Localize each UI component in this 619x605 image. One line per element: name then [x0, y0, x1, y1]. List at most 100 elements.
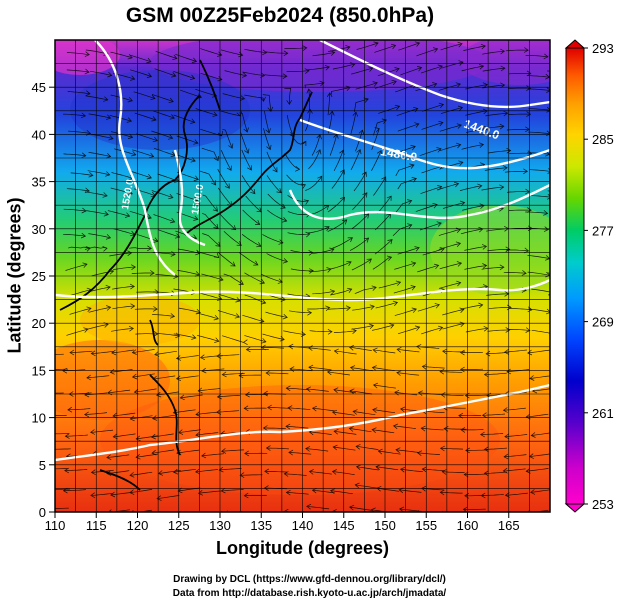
streamline: [486, 351, 509, 355]
streamline: [216, 354, 240, 357]
streamline: [176, 135, 199, 144]
streamline-arrow: [504, 433, 510, 440]
streamline: [333, 330, 357, 333]
streamline: [290, 131, 307, 145]
streamline: [285, 425, 309, 429]
streamline-arrow: [282, 313, 288, 320]
streamline-arrow: [221, 371, 227, 378]
streamline-arrow: [502, 165, 508, 171]
streamline-arrow: [372, 347, 378, 354]
streamline-arrow: [193, 196, 199, 203]
streamline: [481, 266, 504, 270]
streamline: [110, 187, 133, 195]
streamline: [238, 252, 259, 266]
streamline: [312, 52, 335, 57]
streamline-arrow: [278, 239, 284, 245]
streamline: [349, 506, 372, 511]
streamline-arrow: [151, 116, 157, 122]
streamline: [350, 149, 361, 171]
streamline-arrow: [339, 169, 345, 175]
streamline-arrow: [135, 435, 141, 442]
streamline-arrow: [195, 308, 201, 315]
streamline: [311, 134, 321, 156]
streamline: [329, 261, 352, 270]
streamline: [158, 229, 180, 238]
streamline: [153, 214, 175, 223]
streamline-arrow: [152, 136, 158, 143]
streamline-arrow: [483, 371, 489, 378]
streamline-arrow: [90, 492, 96, 499]
streamline-arrow: [371, 427, 377, 433]
streamline-arrow: [394, 67, 400, 73]
streamline-arrow: [265, 128, 271, 134]
streamline-arrow: [221, 448, 227, 454]
streamline-arrow: [303, 199, 310, 205]
streamline-arrow: [107, 71, 113, 78]
streamline: [88, 306, 111, 313]
streamline-arrow: [195, 468, 201, 475]
streamline-arrow: [463, 471, 469, 478]
streamline-arrow: [481, 412, 487, 419]
streamline: [287, 211, 310, 215]
streamline: [287, 232, 310, 235]
streamline-arrow: [394, 104, 401, 111]
streamline-arrow: [407, 223, 413, 229]
streamline-arrow: [330, 50, 336, 56]
streamline-arrow: [85, 90, 91, 97]
streamline: [372, 256, 392, 270]
streamline: [218, 110, 241, 117]
streamline: [308, 88, 310, 112]
streamline-arrow: [102, 246, 108, 252]
streamline-arrow: [505, 327, 511, 333]
streamline-arrow: [349, 504, 355, 511]
streamline-arrow: [311, 405, 317, 412]
streamline: [527, 271, 550, 276]
streamline-arrow: [417, 390, 423, 396]
streamline-arrow: [483, 446, 489, 453]
streamline-arrow: [46, 367, 50, 372]
streamline: [334, 350, 357, 355]
streamline-arrow: [324, 64, 330, 71]
streamline-arrow: [260, 299, 267, 305]
streamline: [373, 176, 387, 196]
streamline-arrow: [525, 413, 531, 420]
streamline-arrow: [375, 464, 381, 470]
streamline: [305, 448, 329, 452]
streamline-arrow: [499, 184, 505, 191]
streamline-arrow: [276, 188, 282, 194]
streamline: [156, 391, 179, 396]
streamline-arrow: [267, 513, 271, 518]
streamline-arrow: [414, 246, 420, 252]
streamline: [393, 425, 416, 429]
streamline: [417, 264, 439, 273]
streamline: [308, 268, 332, 272]
streamline-arrow: [530, 432, 536, 438]
x-tick-label: 120: [127, 518, 149, 533]
streamline: [354, 286, 377, 294]
figure-title: GSM 00Z25Feb2024 (850.0hPa): [125, 4, 435, 27]
streamline: [223, 231, 242, 246]
streamline-arrow: [146, 72, 153, 78]
streamline-arrow: [217, 51, 223, 57]
streamline: [111, 172, 134, 179]
streamline: [312, 407, 335, 412]
streamline: [107, 210, 130, 217]
streamline-arrow: [460, 427, 466, 433]
streamline-arrow: [112, 433, 118, 440]
streamline: [460, 304, 483, 310]
streamline: [375, 302, 398, 309]
streamline-arrow: [434, 303, 440, 309]
streamline-arrow: [456, 123, 462, 129]
streamline: [266, 447, 289, 450]
streamline-arrow: [127, 96, 133, 103]
streamline-arrow: [127, 190, 133, 196]
streamline-arrow: [126, 117, 133, 123]
streamline: [421, 165, 443, 174]
streamline: [483, 513, 505, 514]
streamline: [262, 234, 284, 244]
streamline: [136, 435, 159, 440]
streamline: [508, 73, 531, 75]
streamline: [106, 454, 130, 458]
streamline: [65, 263, 88, 271]
streamline-arrow: [345, 305, 351, 311]
